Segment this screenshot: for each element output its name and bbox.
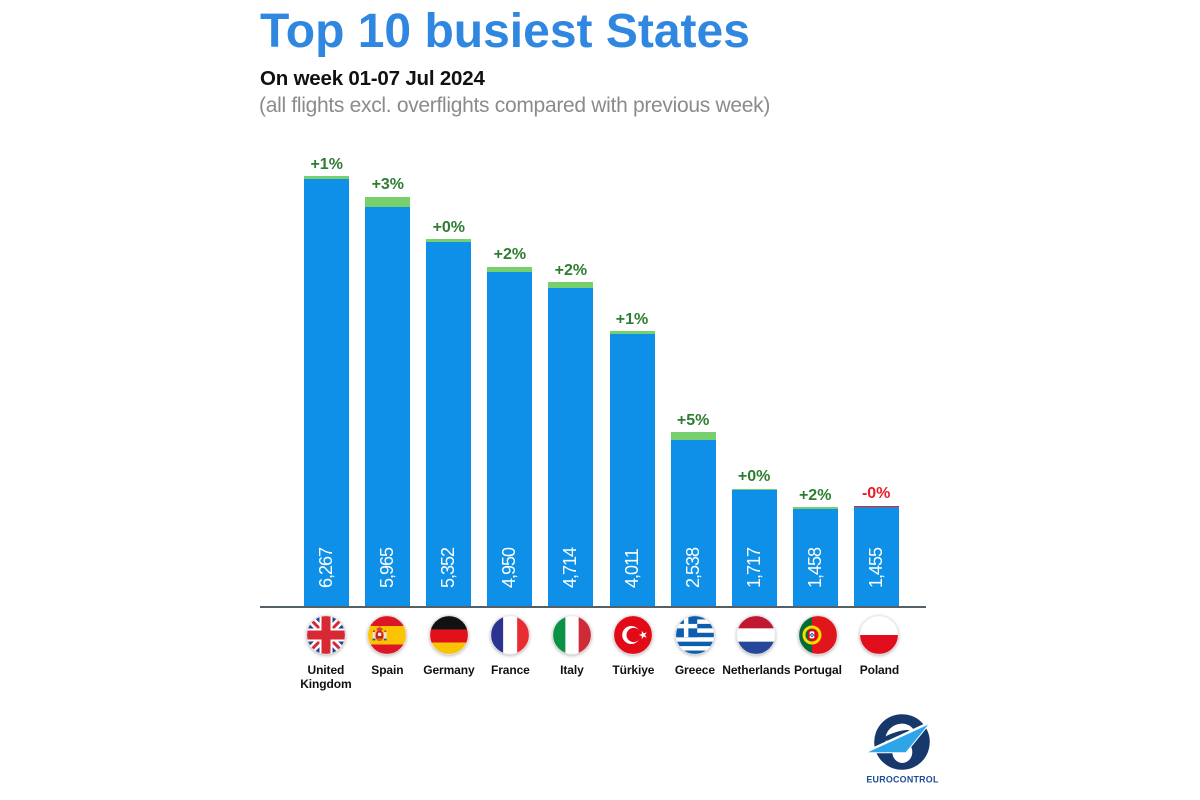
svg-text:EUROCONTROL: EUROCONTROL [866, 775, 939, 785]
